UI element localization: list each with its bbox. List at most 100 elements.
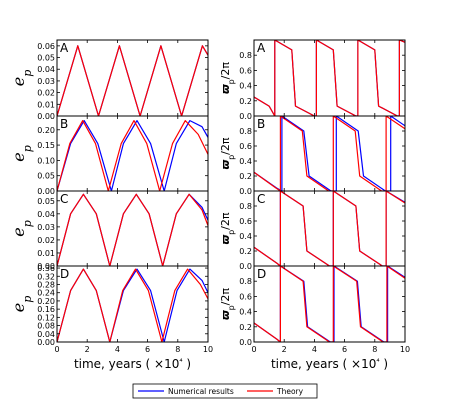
y-tick-label: 0.32	[37, 272, 55, 281]
legend-label: Theory	[276, 387, 304, 396]
y-tick-label: 0.08	[37, 322, 55, 331]
y-tick-label: 0.6	[239, 292, 252, 301]
y-tick-label: 0.02	[37, 89, 55, 98]
axes-frame	[253, 265, 406, 343]
y-tick-label: 0.05	[37, 197, 55, 206]
y-tick-label: 0.36	[37, 264, 55, 273]
y-tick-label: 0.02	[37, 236, 55, 245]
y-tick-label: 0.8	[239, 277, 252, 286]
x-tick-label: 10	[203, 345, 213, 354]
series-line-numerical	[254, 191, 405, 266]
y-tick-label: 0.00	[37, 112, 55, 121]
panel-D-left: 0.000.040.080.120.160.200.240.280.320.36…	[9, 264, 213, 371]
axes-frame	[56, 190, 209, 267]
x-tick-label: 6	[342, 345, 347, 354]
x-tick-label: 2	[282, 345, 287, 354]
y-tick-label: 0.05	[37, 54, 55, 63]
panel-C-left: 0.00 0.01 0.02 0.03 0.04 0.05 Cep	[9, 190, 209, 271]
y-tick-label: 0.4	[239, 157, 252, 166]
y-tick-label: 0.2	[239, 323, 252, 332]
y-tick-label: 0.2	[239, 247, 252, 256]
x-tick-label: 8	[372, 345, 377, 354]
axes-frame	[253, 190, 406, 267]
y-tick-label: 0.6	[239, 66, 252, 75]
series-line-theory	[254, 191, 405, 266]
series-line-theory	[57, 119, 208, 191]
series-line-numerical	[57, 193, 208, 266]
panel-label: A	[60, 41, 69, 55]
axes-frame	[56, 265, 209, 343]
y-tick-label: 0.04	[37, 330, 55, 339]
panel-label: B	[60, 117, 68, 131]
series-group	[57, 193, 208, 266]
y-tick-label: 0.00	[37, 262, 55, 271]
y-tick-label: 0.03	[37, 77, 55, 86]
panel-D-right: 0.0 0.2 0.4 0.6 0.8 0 2 4 6 8 10 Dϖp/2π time, years …	[219, 265, 410, 372]
y-axis-label: ep	[9, 145, 34, 162]
panel-B-left: 0.00 0.05 0.10 0.15 0.20 Bep	[9, 115, 209, 196]
y-tick-label: 0.0	[239, 187, 252, 196]
y-tick-label: 0.15	[37, 141, 55, 150]
panel-A-right: 0.0 0.2 0.4 0.6 0.8 Aϖp/2π	[219, 39, 406, 121]
x-tick-label: 6	[145, 345, 150, 354]
x-tick-label: 0	[54, 345, 59, 354]
axes-frame	[253, 115, 406, 192]
series-group	[57, 268, 208, 342]
y-tick-label: 0.20	[37, 297, 55, 306]
x-tick-label: 0	[251, 345, 256, 354]
x-tick-label: 4	[312, 345, 317, 354]
legend-box	[132, 383, 318, 399]
panel-label: D	[257, 267, 266, 281]
series-group	[254, 191, 405, 266]
y-axis-label: ϖp/2π	[219, 212, 236, 244]
series-line-numerical	[254, 40, 405, 116]
y-tick-label: 0.4	[239, 308, 252, 317]
y-tick-label: 0.00	[37, 338, 55, 347]
series-line-numerical	[254, 266, 405, 342]
y-tick-label: 0.06	[37, 42, 55, 51]
y-tick-label: 0.01	[37, 249, 55, 258]
series-group	[57, 45, 208, 116]
series-line-theory	[57, 45, 208, 116]
y-tick-label: 0.10	[37, 156, 55, 165]
series-line-theory	[57, 268, 208, 342]
panel-label: A	[257, 41, 266, 55]
y-axis-label: ep	[9, 70, 34, 87]
panel-label: B	[257, 117, 265, 131]
y-tick-label: 0.24	[37, 289, 55, 298]
y-tick-label: 0.16	[37, 305, 55, 314]
y-axis-label: ϖp/2π	[219, 288, 236, 320]
series-line-theory	[254, 116, 405, 191]
panel-A-left: 0.00 0.01 0.02 0.03 0.04 0.05 0.06 Aep	[9, 39, 209, 121]
series-line-theory	[57, 193, 208, 266]
series-group	[254, 266, 405, 342]
y-tick-label: 0.8	[239, 51, 252, 60]
panel-B-right: 0.0 0.2 0.4 0.6 0.8 Bϖp/2π	[219, 115, 406, 196]
x-axis-label: time, years ( ×10⁴ )	[74, 357, 191, 372]
series-line-numerical	[57, 268, 208, 342]
series-line-numerical	[254, 116, 405, 191]
y-tick-label: 0.2	[239, 97, 252, 106]
x-tick-label: 10	[400, 345, 410, 354]
series-group	[57, 119, 208, 191]
y-tick-label: 0.4	[239, 232, 252, 241]
legend-label: Numerical results	[168, 387, 234, 396]
y-tick-label: 0.6	[239, 217, 252, 226]
y-tick-label: 0.04	[37, 210, 55, 219]
y-tick-label: 0.2	[239, 172, 252, 181]
y-tick-label: 0.8	[239, 127, 252, 136]
x-tick-label: 4	[115, 345, 120, 354]
y-tick-label: 0.05	[37, 172, 55, 181]
y-tick-label: 0.0	[239, 112, 252, 121]
y-tick-label: 0.00	[37, 187, 55, 196]
x-axis-label: time, years ( ×10⁴ )	[271, 357, 388, 372]
y-tick-label: 0.01	[37, 100, 55, 109]
y-axis-label: ϖp/2π	[219, 62, 236, 94]
panel-label: C	[60, 192, 68, 206]
axes-frame	[253, 39, 406, 117]
y-tick-label: 0.0	[239, 338, 252, 347]
y-tick-label: 0.28	[37, 280, 55, 289]
legend: Numerical results Theory	[132, 383, 318, 399]
panel-label: D	[60, 267, 69, 281]
